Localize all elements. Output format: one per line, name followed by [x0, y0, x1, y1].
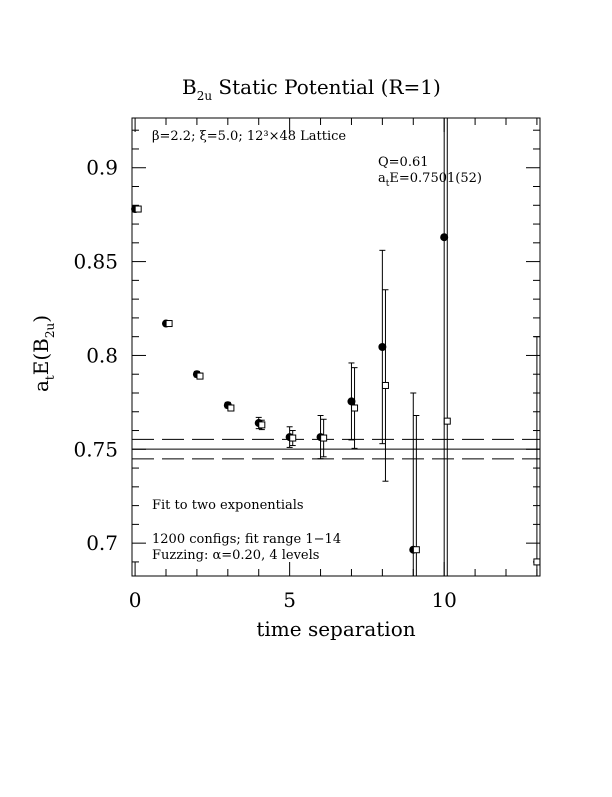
data-point-square — [165, 320, 173, 328]
data-point-square — [320, 434, 328, 442]
data-point-square — [134, 205, 142, 213]
title-rest: Static Potential (R=1) — [212, 75, 441, 99]
ylabel-sub1: t — [43, 375, 57, 380]
q-annotation: Q=0.61 — [378, 155, 429, 170]
fit-type-annotation: Fit to two exponentials — [152, 498, 304, 513]
lattice-annotation: β=2.2; ξ=5.0; 12³×48 Lattice — [152, 129, 346, 144]
data-point-square — [443, 417, 451, 425]
ylabel-mid: E(B — [29, 338, 53, 375]
ylabel-main: a — [29, 380, 53, 392]
fuzzing-annotation: Fuzzing: α=0.20, 4 levels — [152, 548, 319, 563]
fit-value-annotation: atE=0.7501(52) — [378, 171, 482, 189]
y-tick-label: 0.8 — [86, 343, 118, 367]
y-tick-label: 0.75 — [73, 437, 118, 461]
data-point-square — [381, 381, 389, 389]
chart-title: B2u Static Potential (R=1) — [182, 75, 441, 103]
data-point-square — [227, 404, 235, 412]
data-point-square — [289, 434, 297, 442]
data-point-square — [533, 558, 541, 566]
fit-value-sub: t — [386, 179, 390, 189]
data-point-square — [196, 372, 204, 380]
data-point-square — [258, 421, 266, 429]
data-point-circle — [440, 233, 449, 242]
y-tick-label: 0.9 — [86, 156, 118, 180]
data-point-square — [351, 404, 359, 412]
y-tick-label: 0.7 — [86, 531, 118, 555]
x-axis-label: time separation — [256, 617, 415, 641]
plot-frame — [131, 117, 541, 577]
y-tick-label: 0.85 — [73, 250, 118, 274]
data-point-circle — [378, 343, 387, 351]
data-point-circle — [347, 397, 356, 406]
y-axis-label: atE(B2u) — [29, 315, 57, 392]
axis-tick-labels: 0 5 10 0.7 0.75 0.8 0.85 0.9 — [73, 156, 456, 612]
title-subscript: 2u — [197, 89, 213, 103]
title-main: B — [182, 75, 197, 99]
fit-lines — [132, 438, 540, 460]
data-point-square — [412, 546, 420, 554]
ylabel-end: ) — [29, 315, 53, 323]
data-points — [131, 205, 541, 566]
x-tick-label: 10 — [431, 588, 456, 612]
fit-value-main: a — [378, 171, 386, 186]
x-tick-label: 0 — [129, 588, 142, 612]
configs-annotation: 1200 configs; fit range 1−14 — [152, 532, 341, 547]
x-tick-label: 5 — [283, 588, 296, 612]
fit-value-rest: E=0.7501(52) — [389, 171, 482, 186]
ylabel-sub2: 2u — [43, 322, 57, 338]
